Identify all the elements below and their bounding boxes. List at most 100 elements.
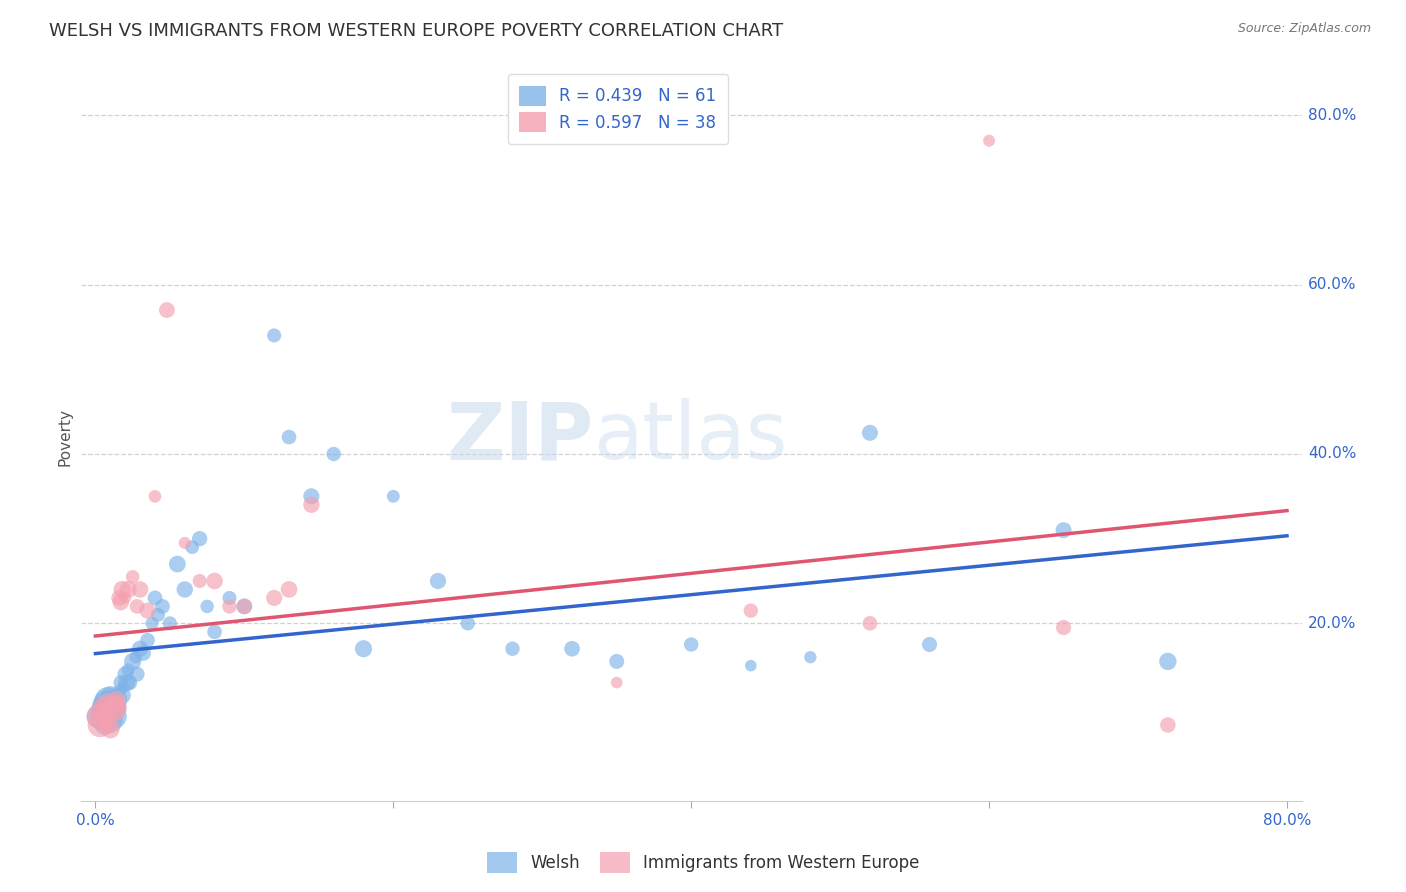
Point [233, 599, 256, 614]
Point [501, 641, 523, 656]
Point [143, 489, 166, 503]
Point [107, 701, 129, 715]
Point [188, 532, 211, 546]
Point [299, 489, 322, 503]
Point [94, 697, 117, 711]
Point [166, 557, 188, 571]
Point [110, 675, 132, 690]
Point [146, 607, 169, 622]
Point [263, 591, 285, 605]
Y-axis label: Poverty: Poverty [58, 408, 72, 466]
Point [97, 701, 120, 715]
Text: 60.0%: 60.0% [1308, 277, 1357, 293]
Point [977, 134, 1000, 148]
Point [124, 650, 146, 665]
Point [87, 709, 110, 723]
Point [90, 705, 112, 719]
Point [322, 447, 344, 461]
Point [681, 638, 703, 652]
Point [90, 705, 112, 719]
Point [204, 574, 226, 588]
Point [218, 599, 240, 614]
Point [114, 591, 136, 605]
Point [127, 599, 149, 614]
Point [136, 633, 159, 648]
Legend: Welsh, Immigrants from Western Europe: Welsh, Immigrants from Western Europe [479, 846, 927, 880]
Point [129, 641, 152, 656]
Point [136, 604, 159, 618]
Point [132, 646, 155, 660]
Point [121, 655, 143, 669]
Point [91, 701, 114, 715]
Point [93, 701, 115, 715]
Point [101, 705, 124, 719]
Point [98, 714, 121, 728]
Point [89, 714, 111, 728]
Point [218, 591, 240, 605]
Point [918, 638, 941, 652]
Point [740, 604, 762, 618]
Point [96, 692, 118, 706]
Point [740, 658, 762, 673]
Point [87, 709, 110, 723]
Point [278, 430, 301, 444]
Text: 40.0%: 40.0% [1308, 447, 1357, 461]
Point [606, 675, 628, 690]
Point [233, 599, 256, 614]
Point [104, 709, 127, 723]
Point [129, 582, 152, 597]
Point [799, 650, 821, 665]
Point [118, 675, 141, 690]
Point [117, 663, 139, 677]
Point [173, 582, 195, 597]
Point [141, 616, 163, 631]
Text: 80.0%: 80.0% [1308, 108, 1357, 123]
Text: 20.0%: 20.0% [1308, 615, 1357, 631]
Point [382, 489, 405, 503]
Text: WELSH VS IMMIGRANTS FROM WESTERN EUROPE POVERTY CORRELATION CHART: WELSH VS IMMIGRANTS FROM WESTERN EUROPE … [49, 22, 783, 40]
Point [108, 591, 131, 605]
Point [353, 641, 375, 656]
Point [98, 688, 121, 702]
Point [299, 498, 322, 512]
Point [159, 616, 181, 631]
Point [111, 688, 134, 702]
Point [427, 574, 450, 588]
Point [91, 714, 114, 728]
Point [173, 536, 195, 550]
Point [457, 616, 479, 631]
Point [181, 540, 204, 554]
Point [121, 570, 143, 584]
Point [98, 722, 121, 736]
Text: atlas: atlas [593, 398, 787, 476]
Point [107, 697, 129, 711]
Point [1052, 523, 1074, 537]
Point [111, 582, 134, 597]
Point [859, 425, 882, 440]
Text: Source: ZipAtlas.com: Source: ZipAtlas.com [1237, 22, 1371, 36]
Point [96, 705, 118, 719]
Point [156, 303, 179, 318]
Point [115, 675, 138, 690]
Point [606, 655, 628, 669]
Point [204, 624, 226, 639]
Point [195, 599, 218, 614]
Point [263, 328, 285, 343]
Point [114, 667, 136, 681]
Point [94, 709, 117, 723]
Point [143, 591, 166, 605]
Point [97, 697, 120, 711]
Point [1157, 718, 1180, 732]
Point [96, 718, 118, 732]
Point [93, 718, 115, 732]
Point [152, 599, 174, 614]
Point [108, 684, 131, 698]
Point [104, 701, 127, 715]
Point [105, 692, 128, 706]
Point [561, 641, 583, 656]
Point [127, 667, 149, 681]
Point [188, 574, 211, 588]
Point [103, 705, 125, 719]
Point [117, 582, 139, 597]
Point [89, 718, 111, 732]
